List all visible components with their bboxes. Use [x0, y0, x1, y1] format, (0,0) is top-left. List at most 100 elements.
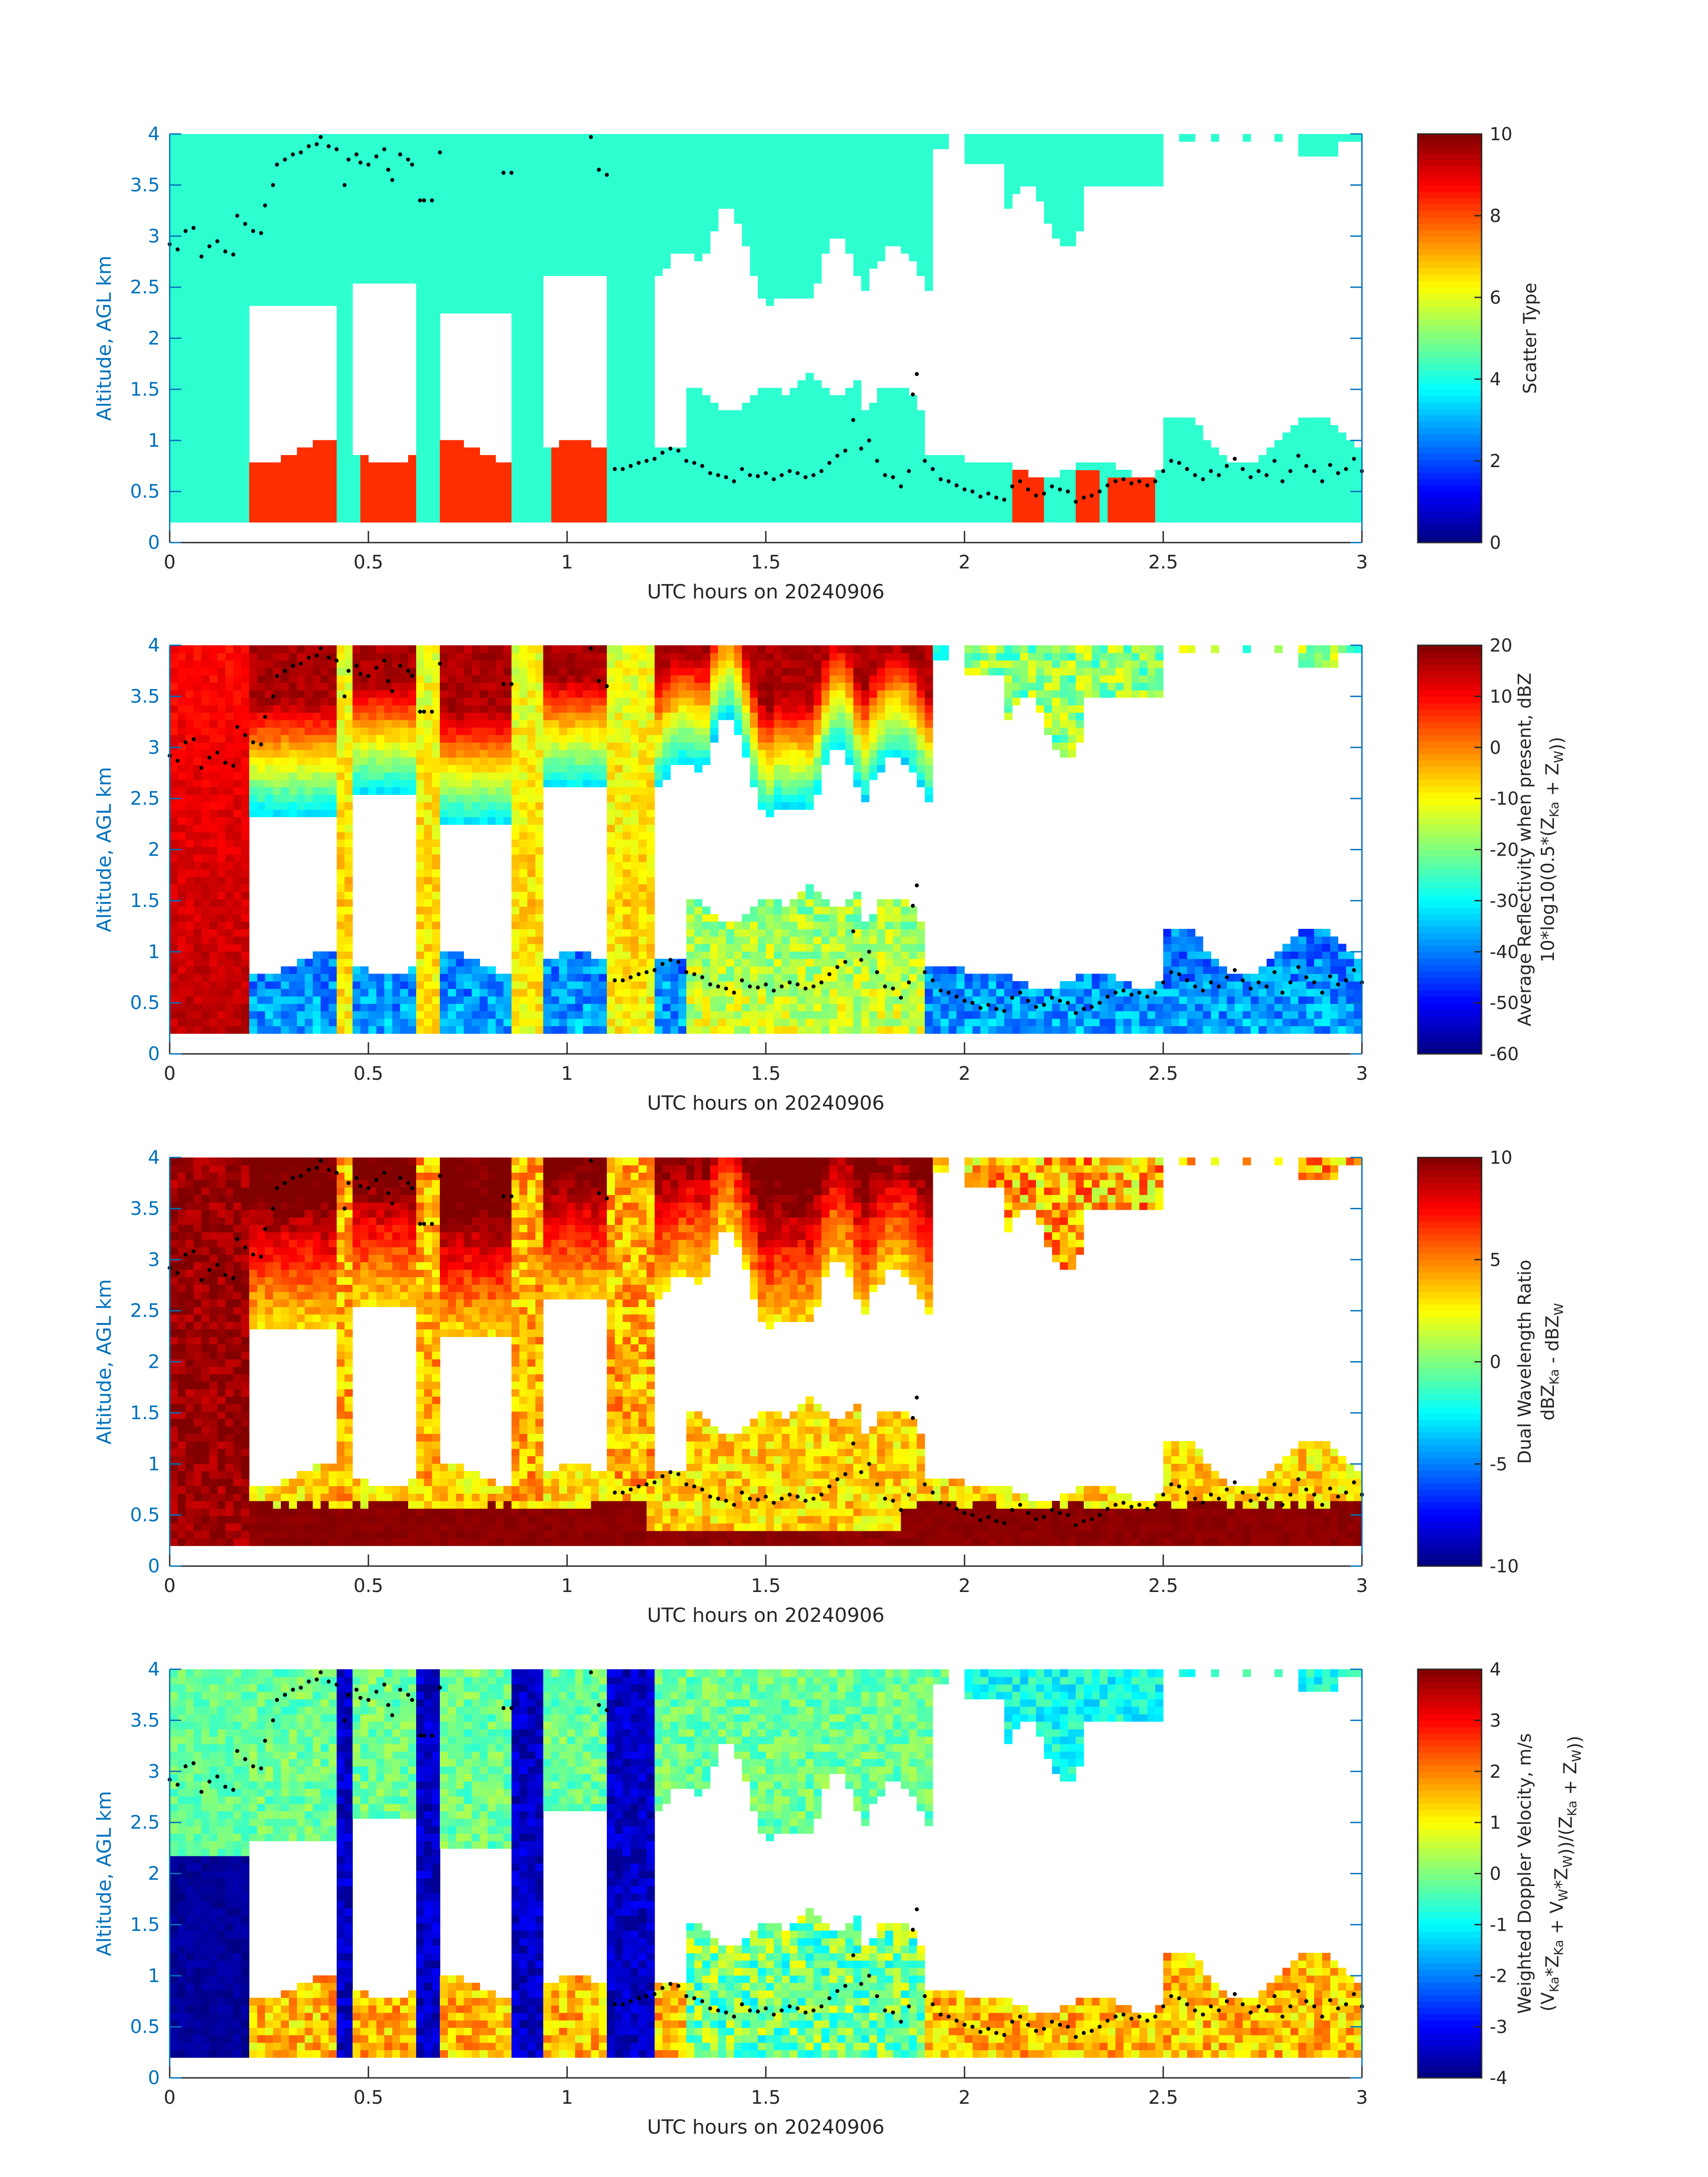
cloud-base-point: [175, 247, 180, 251]
heatmap-cell: [480, 500, 488, 508]
heatmap-cell: [1036, 171, 1044, 179]
heatmap-cell: [925, 156, 933, 164]
heatmap-cell: [511, 201, 520, 209]
heatmap-cell: [201, 787, 210, 795]
heatmap-cell: [344, 432, 353, 440]
heatmap-cell: [257, 291, 266, 299]
heatmap-cell: [639, 388, 647, 396]
heatmap-cell: [177, 395, 186, 403]
heatmap-cell: [170, 735, 178, 743]
heatmap-cell: [670, 507, 679, 515]
heatmap-cell: [773, 141, 782, 149]
heatmap-cell: [742, 231, 750, 239]
heatmap-cell: [789, 246, 798, 254]
heatmap-cell: [647, 283, 655, 291]
heatmap-cell: [631, 507, 639, 515]
heatmap-cell: [376, 246, 385, 254]
heatmap-cell: [241, 358, 250, 366]
heatmap-cell: [885, 201, 894, 209]
heatmap-cell: [1060, 171, 1068, 179]
heatmap-cell: [225, 268, 234, 276]
heatmap-cell: [209, 660, 218, 668]
heatmap-cell: [877, 209, 885, 217]
heatmap-cell: [726, 470, 735, 478]
cloud-base-point: [644, 459, 649, 463]
cloud-base-point: [501, 171, 506, 175]
heatmap-cell: [201, 765, 210, 773]
heatmap-cell: [869, 201, 877, 209]
heatmap-cell: [622, 343, 631, 351]
heatmap-cell: [185, 757, 194, 765]
heatmap-cell: [718, 201, 727, 209]
heatmap-cell: [734, 163, 743, 172]
heatmap-cell: [1036, 186, 1044, 194]
heatmap-cell: [750, 455, 758, 463]
heatmap-cell: [853, 492, 862, 500]
heatmap-cell: [591, 231, 599, 239]
heatmap-cell: [416, 492, 425, 500]
heatmap-cell: [901, 462, 909, 470]
heatmap-cell: [877, 238, 885, 247]
heatmap-cell: [575, 201, 584, 209]
heatmap-cell: [519, 328, 528, 336]
heatmap-cell: [885, 134, 894, 142]
heatmap-cell: [217, 921, 226, 929]
heatmap-cell: [177, 720, 186, 728]
heatmap-cell: [622, 179, 631, 187]
heatmap-cell: [241, 291, 250, 299]
heatmap-cell: [1306, 418, 1315, 426]
heatmap-cell: [368, 261, 377, 269]
colorbar-swatch: [1418, 357, 1482, 364]
heatmap-cell: [1258, 477, 1267, 485]
heatmap-cell: [185, 682, 194, 690]
heatmap-cell: [1131, 477, 1140, 485]
heatmap-cell: [241, 470, 250, 478]
heatmap-cell: [336, 477, 345, 485]
heatmap-cell: [1338, 492, 1346, 500]
heatmap-cell: [360, 156, 369, 164]
heatmap-cell: [1314, 470, 1323, 478]
heatmap-cell: [1044, 186, 1052, 194]
heatmap-cell: [455, 447, 464, 455]
heatmap-cell: [766, 410, 774, 418]
heatmap-cell: [631, 305, 639, 313]
heatmap-cell: [416, 149, 425, 157]
heatmap-cell: [321, 156, 329, 164]
heatmap-cell: [329, 500, 337, 508]
heatmap-cell: [289, 276, 297, 284]
heatmap-cell: [1195, 514, 1203, 522]
heatmap-cell: [829, 425, 838, 433]
heatmap-cell: [527, 514, 536, 522]
heatmap-cell: [313, 238, 321, 247]
heatmap-cell: [185, 432, 194, 440]
heatmap-cell: [352, 179, 361, 187]
heatmap-cell: [758, 141, 766, 149]
heatmap-cell: [209, 231, 218, 239]
heatmap-cell: [614, 276, 623, 284]
heatmap-cell: [535, 320, 544, 329]
heatmap-cell: [170, 477, 178, 485]
heatmap-cell: [376, 261, 385, 269]
heatmap-cell: [789, 193, 798, 201]
heatmap-cell: [1203, 514, 1211, 522]
heatmap-cell: [305, 209, 313, 217]
heatmap-cell: [1282, 440, 1291, 448]
heatmap-cell: [766, 141, 774, 149]
heatmap-cell: [710, 402, 718, 411]
heatmap-cell: [352, 477, 361, 485]
heatmap-cell: [742, 485, 750, 493]
heatmap-cell: [980, 500, 989, 508]
heatmap-cell: [726, 149, 735, 157]
cloud-base-point: [271, 183, 275, 187]
heatmap-cell: [1338, 134, 1346, 142]
heatmap-cell: [639, 462, 647, 470]
heatmap-cell: [798, 283, 806, 291]
heatmap-cells: [170, 134, 1362, 522]
colorbar-swatch: [1418, 338, 1482, 345]
heatmap-cell: [567, 149, 576, 157]
heatmap-cell: [455, 492, 464, 500]
heatmap-cell: [225, 358, 234, 366]
heatmap-cell: [607, 291, 615, 299]
heatmap-cell: [694, 149, 703, 157]
